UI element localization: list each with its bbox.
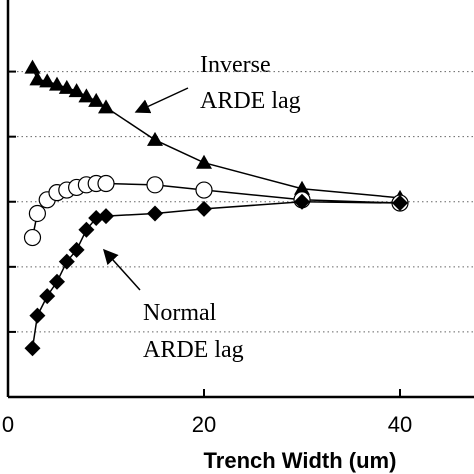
annotation: Normal (143, 300, 217, 326)
point (29, 71, 46, 86)
point (392, 195, 409, 212)
point (294, 193, 311, 210)
point (29, 307, 46, 324)
point (39, 73, 56, 88)
x-tick-label: 40 (388, 412, 412, 437)
point (294, 180, 311, 195)
point (78, 88, 95, 103)
point (39, 288, 56, 305)
point (24, 340, 41, 357)
point (147, 131, 164, 146)
annotation: Inverse (200, 52, 271, 78)
point (196, 154, 213, 169)
point (23, 228, 42, 247)
point (49, 76, 66, 91)
point (68, 241, 85, 258)
point (97, 174, 115, 193)
annotation: ARDE lag (200, 88, 301, 114)
point (28, 204, 47, 223)
point (98, 208, 115, 225)
point (58, 79, 75, 94)
point (49, 273, 66, 290)
point (24, 59, 41, 74)
arrow (102, 248, 141, 291)
point (78, 221, 95, 238)
point (68, 83, 85, 98)
x-tick-label: 20 (192, 412, 216, 437)
point (147, 205, 164, 222)
arrow (134, 87, 189, 114)
point (98, 99, 115, 114)
x-axis-label: Trench Width (um) (204, 448, 397, 473)
point (88, 92, 105, 107)
annotation: ARDE lag (143, 337, 244, 363)
point (58, 253, 75, 270)
point (146, 176, 164, 194)
x-tick-label: 0 (2, 412, 14, 437)
point (196, 200, 213, 217)
point (195, 181, 213, 199)
